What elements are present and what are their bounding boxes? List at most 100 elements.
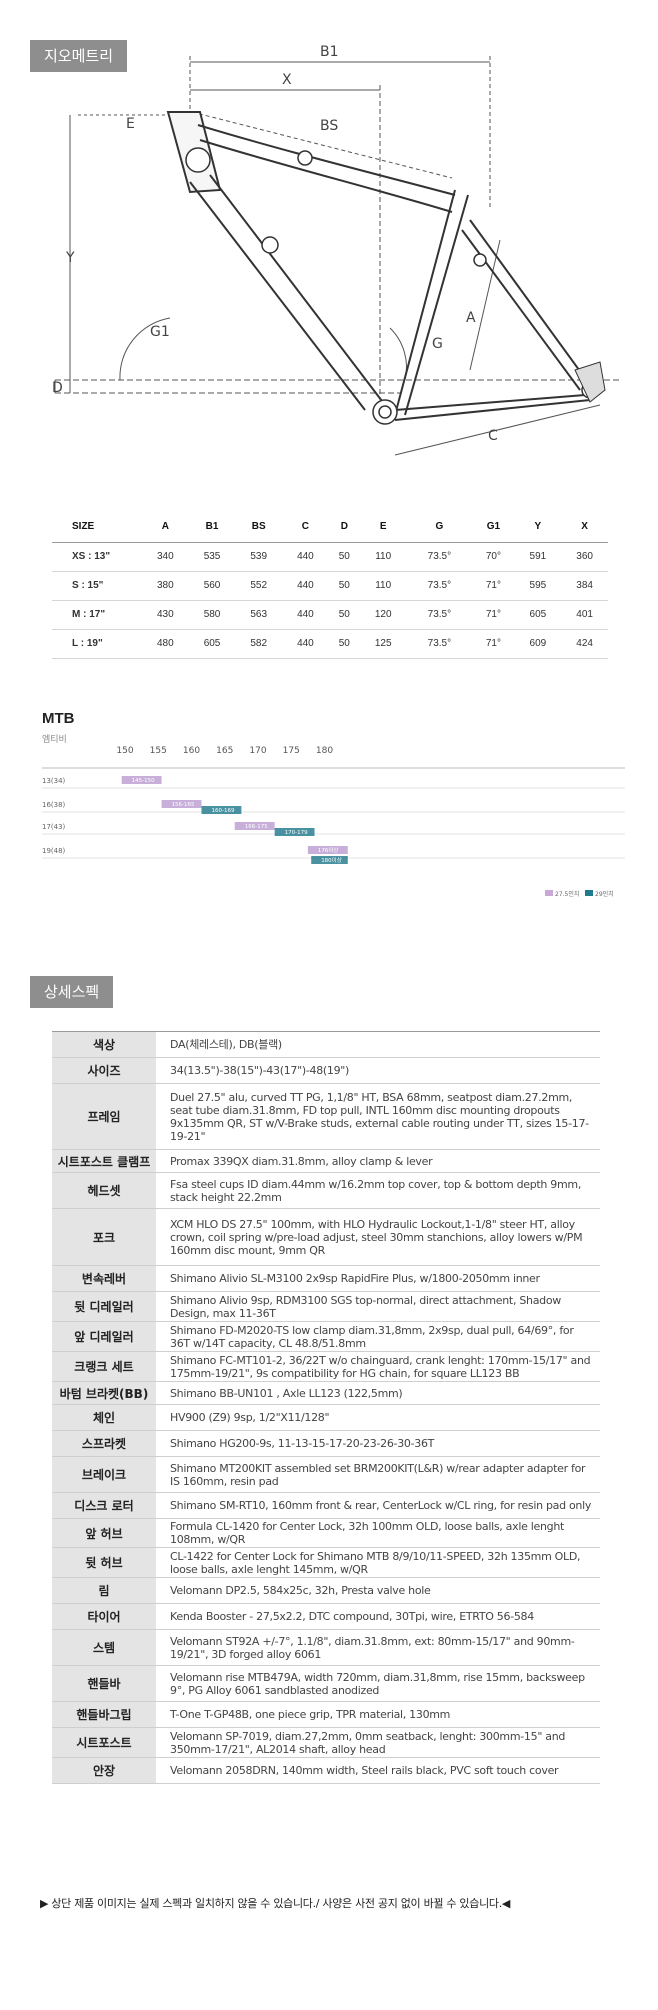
chart-bar-purple [121,776,162,784]
spec-label: 스프라켓 [52,1430,156,1457]
size-table-cell: 384 [561,571,608,601]
spec-label: 브레이크 [52,1456,156,1493]
size-header-cell: A [142,512,189,543]
spec-row: 안장 Velomann 2058DRN, 140mm width, Steel r… [52,1757,600,1784]
chart-bar-label: 156-165 [172,802,195,808]
geometry-section-tag: 지오메트리 [30,40,128,72]
size-header-cell: G1 [472,512,515,543]
spec-value: XCM HLO DS 27.5" 100mm, with HLO Hydraul… [156,1208,600,1266]
mtb-height-chart: 150 155 160 165 170 175 180 13(34) 145-150 16(38)… [42,746,625,898]
spec-value: DA(체레스테), DB(블랙) [156,1031,600,1058]
size-table-cell: 582 [235,629,283,659]
spec-row: 림 Velomann DP2.5, 584x25c, 32h, Presta va… [52,1577,600,1604]
size-table-cell: 591 [514,542,562,572]
label-bs: BS [320,118,338,134]
spec-label: 변속레버 [52,1265,156,1292]
spec-row: 뒷 허브 CL-1422 for Center Lock for Shimano … [52,1547,600,1578]
chart-bar-purple [307,846,348,854]
size-table-cell: 125 [359,629,407,659]
spec-row: 타이어 Kenda Booster - 27,5x2.2, DTC compoun… [52,1603,600,1630]
label-c: C [488,428,498,444]
spec-section-tag: 상세스펙 [30,976,114,1008]
size-table-cell: 50 [328,629,360,659]
spec-row: 핸들바 Velomann rise MTB479A, width 720mm, d… [52,1665,600,1702]
size-table-cell: 380 [142,571,189,601]
size-table-cell: 401 [561,600,608,630]
spec-label: 핸들바그립 [52,1701,156,1728]
size-table-cell: 50 [328,542,360,572]
size-table-cell: 580 [188,600,236,630]
spec-label: 뒷 허브 [52,1547,156,1578]
spec-value: Velomann DP2.5, 584x25c, 32h, Presta val… [156,1577,600,1604]
size-header-cell: G [406,512,473,543]
spec-row: 헤드셋 Fsa steel cups ID diam.44mm w/16.2mm … [52,1172,600,1209]
size-table-cell: 50 [328,571,360,601]
size-header-cell: Y [514,512,562,543]
spec-value: Shimano HG200-9s, 11-13-15-17-20-23-26-3… [156,1430,600,1457]
spec-label: 디스크 로터 [52,1492,156,1519]
legend-swatch [545,890,553,896]
spec-value: Shimano FC-MT101-2, 36/22T w/o chainguar… [156,1351,600,1382]
spec-value: Duel 27.5" alu, curved TT PG, 1,1/8" HT,… [156,1083,600,1150]
size-table-cell: 595 [514,571,562,601]
spec-label: 체인 [52,1404,156,1431]
chart-row-label: 19(48) [42,847,66,855]
size-table-header-row: SIZE A B1 BS C D E G G1 Y X [52,512,608,543]
size-header-cell: X [561,512,608,543]
spec-value: Shimano MT200KIT assembled set BRM200KIT… [156,1456,600,1493]
size-table-cell: 440 [282,571,329,601]
spec-row: 포크 XCM HLO DS 27.5" 100mm, with HLO Hydra… [52,1208,600,1266]
chart-bar-label: 145-150 [132,778,155,784]
chart-row-label: 13(34) [42,777,66,785]
spec-value: Shimano SM-RT10, 160mm front & rear, Cen… [156,1492,600,1519]
spec-value: Promax 339QX diam.31.8mm, alloy clamp & … [156,1149,600,1173]
spec-value: Velomann rise MTB479A, width 720mm, diam… [156,1665,600,1702]
spec-row: 핸들바그립 T-One T-GP48B, one piece grip, TPR … [52,1701,600,1728]
size-header-cell: D [328,512,360,543]
size-table-cell: 73.5° [406,571,473,601]
spec-row: 스프라켓 Shimano HG200-9s, 11-13-15-17-20-23-… [52,1430,600,1457]
chart-tick-label: 175 [283,746,300,756]
spec-value: Formula CL-1420 for Center Lock, 32h 100… [156,1518,600,1548]
chart-bar-label: 176이상 [318,846,339,854]
spec-label: 앞 허브 [52,1518,156,1548]
size-table-cell: 552 [235,571,283,601]
chart-row-label: 16(38) [42,801,66,809]
mtb-chart-title: MTB [42,710,75,727]
chart-bar-teal [311,856,348,864]
spec-row: 앞 디레일러 Shimano FD-M2020-TS low clamp diam… [52,1321,600,1352]
spec-label: 핸들바 [52,1665,156,1702]
size-table-cell: 535 [188,542,236,572]
spec-row: 체인 HV900 (Z9) 9sp, 1/2"X11/128" [52,1404,600,1431]
size-table-cell: 424 [561,629,608,659]
chart-bar-label: 170-179 [285,830,308,836]
size-table-cell: XS : 13" [52,542,142,572]
label-a: A [466,310,476,326]
spec-label: 림 [52,1577,156,1604]
chart-bar-purple [234,822,275,830]
size-table-cell: 430 [142,600,189,630]
size-header-cell: C [282,512,329,543]
mtb-chart-subtitle: 엠티비 [42,735,67,745]
legend-swatch [585,890,593,896]
size-table-cell: 71° [472,600,515,630]
chart-bar-teal [274,828,315,836]
spec-label: 헤드셋 [52,1172,156,1209]
size-table-cell: 605 [188,629,236,659]
spec-label: 포크 [52,1208,156,1266]
spec-value: CL-1422 for Center Lock for Shimano MTB … [156,1547,600,1578]
spec-row: 브레이크 Shimano MT200KIT assembled set BRM20… [52,1456,600,1493]
size-table-cell: 360 [561,542,608,572]
size-table-cell: 71° [472,629,515,659]
chart-bar-teal [201,806,242,814]
label-e: E [126,116,135,132]
spec-label: 시트포스트 클램프 [52,1149,156,1173]
spec-value: Shimano FD-M2020-TS low clamp diam.31,8m… [156,1321,600,1352]
chart-tick-label: 170 [249,746,266,756]
size-header-cell: BS [235,512,283,543]
spec-value: Fsa steel cups ID diam.44mm w/16.2mm top… [156,1172,600,1209]
chart-bar-label: 166-175 [245,824,268,830]
chart-bar-label: 160-169 [211,808,234,814]
label-y: Y [65,250,75,266]
label-x: X [282,72,292,88]
